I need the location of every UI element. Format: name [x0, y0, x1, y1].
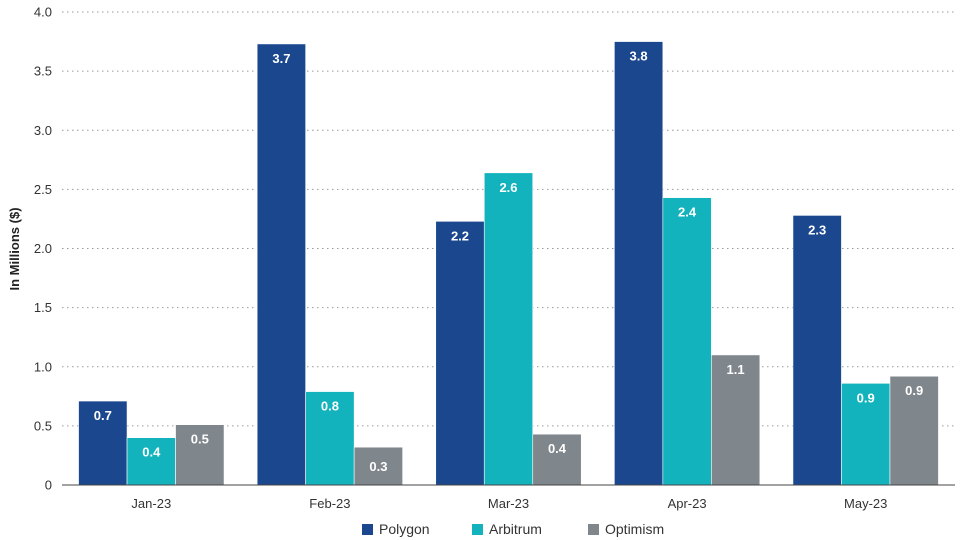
data-label-arbitrum: 2.4: [678, 205, 697, 220]
x-tick-label: Apr-23: [668, 496, 707, 511]
data-label-arbitrum: 2.6: [499, 180, 517, 195]
data-label-polygon: 3.7: [272, 51, 290, 66]
data-label-polygon: 2.2: [451, 228, 469, 243]
data-label-arbitrum: 0.4: [142, 445, 161, 460]
legend: Polygon Arbitrum Optimism: [362, 521, 664, 537]
y-tick-label: 1.0: [34, 359, 52, 374]
bar-optimism: [711, 354, 761, 486]
legend-label-arbitrum: Arbitrum: [489, 521, 542, 537]
x-tick-label: Jan-23: [131, 496, 171, 511]
data-label-optimism: 0.4: [548, 441, 567, 456]
x-tick-label: May-23: [844, 496, 887, 511]
bar-polygon: [435, 221, 485, 486]
bar-optimism: [889, 375, 939, 486]
bar-optimism: [175, 424, 225, 486]
data-label-arbitrum: 0.9: [857, 390, 875, 405]
data-label-polygon: 2.3: [808, 222, 826, 237]
legend-swatch-arbitrum: [472, 524, 483, 535]
data-label-optimism: 0.5: [191, 432, 209, 447]
y-axis-ticks: 0 0.5 1.0 1.5 2.0 2.5 3.0 3.5 4.0: [34, 5, 52, 493]
y-tick-label: 0.5: [34, 418, 52, 433]
y-tick-label: 0: [45, 478, 52, 493]
y-axis-title: In Millions ($): [7, 207, 22, 290]
legend-label-optimism: Optimism: [605, 521, 664, 537]
y-tick-label: 3.5: [34, 64, 52, 79]
y-tick-label: 3.0: [34, 123, 52, 138]
x-axis-ticks: Jan-23 Feb-23 Mar-23 Apr-23 May-23: [131, 496, 887, 511]
data-label-polygon: 3.8: [630, 49, 648, 64]
data-label-optimism: 0.3: [369, 459, 387, 474]
bar-polygon: [256, 43, 306, 486]
legend-swatch-optimism: [588, 524, 599, 535]
x-tick-label: Feb-23: [309, 496, 350, 511]
bar-optimism: [353, 446, 403, 486]
data-label-polygon: 0.7: [94, 408, 112, 423]
y-tick-label: 2.5: [34, 182, 52, 197]
data-label-optimism: 0.9: [905, 383, 923, 398]
bar-arbitrum: [305, 391, 355, 486]
y-tick-label: 4.0: [34, 5, 52, 20]
x-tick-label: Mar-23: [488, 496, 529, 511]
bar-polygon: [614, 41, 664, 486]
legend-swatch-polygon: [362, 524, 373, 535]
data-label-optimism: 1.1: [727, 362, 745, 377]
y-tick-label: 1.5: [34, 300, 52, 315]
bars: 0.7 0.4 0.5 3.7 0.8 0.3 2.2 2.6 0.4 3.8 2.4 1.1 2.3 0…: [78, 41, 939, 486]
bar-optimism: [532, 433, 582, 486]
bar-polygon: [792, 215, 842, 486]
bar-arbitrum: [662, 197, 712, 486]
data-label-arbitrum: 0.8: [321, 399, 339, 414]
bar-arbitrum: [483, 172, 534, 486]
bar-polygon: [78, 400, 128, 486]
y-tick-label: 2.0: [34, 241, 52, 256]
legend-label-polygon: Polygon: [379, 521, 430, 537]
